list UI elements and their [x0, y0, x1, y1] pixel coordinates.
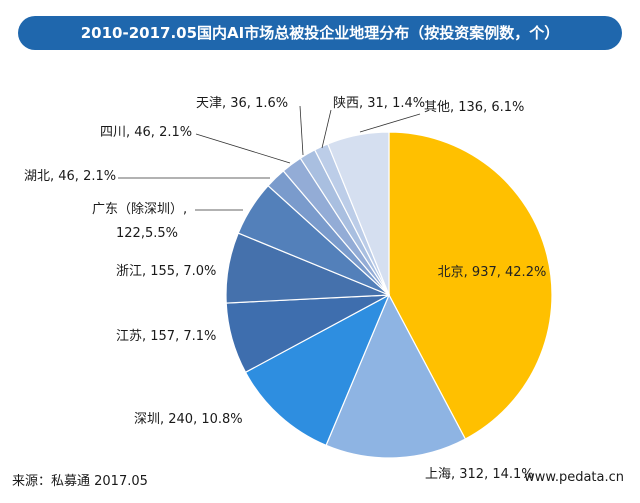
data-label-6-line2: 122,5.5%	[116, 226, 178, 241]
leader-line-8	[195, 133, 291, 164]
data-label-4: 江苏, 157, 7.1%	[116, 328, 216, 344]
pie-slice-2	[325, 293, 467, 459]
leader-line-10	[321, 109, 332, 149]
source-note: 来源：私募通 2017.05	[12, 474, 148, 489]
data-label-8: 四川, 46, 2.1%	[100, 125, 192, 140]
leader-line-11	[359, 113, 421, 133]
leader-line-9	[299, 105, 304, 156]
data-label-7: 湖北, 46, 2.1%	[24, 169, 116, 184]
pie-slice-1	[388, 131, 553, 440]
data-label-11: 其他, 136, 6.1%	[424, 100, 524, 115]
pie-slice-3	[244, 293, 391, 447]
data-label-2: 上海, 312, 14.1%	[425, 467, 534, 482]
data-label-1: 北京, 937, 42.2%	[438, 265, 547, 280]
data-label-3: 深圳, 240, 10.8%	[134, 412, 243, 427]
data-label-10: 陕西, 31, 1.4%	[333, 96, 425, 111]
chart-title: 2010-2017.05国内AI市场总被投企业地理分布（按投资案例数，个）	[18, 16, 622, 50]
data-label-9: 天津, 36, 1.6%	[196, 96, 288, 111]
pie-slice-11	[326, 131, 390, 296]
website-url: www.pedata.cn	[524, 470, 624, 485]
data-label-5: 浙江, 155, 7.0%	[116, 264, 216, 279]
data-label-6: 广东（除深圳）,	[92, 202, 187, 217]
